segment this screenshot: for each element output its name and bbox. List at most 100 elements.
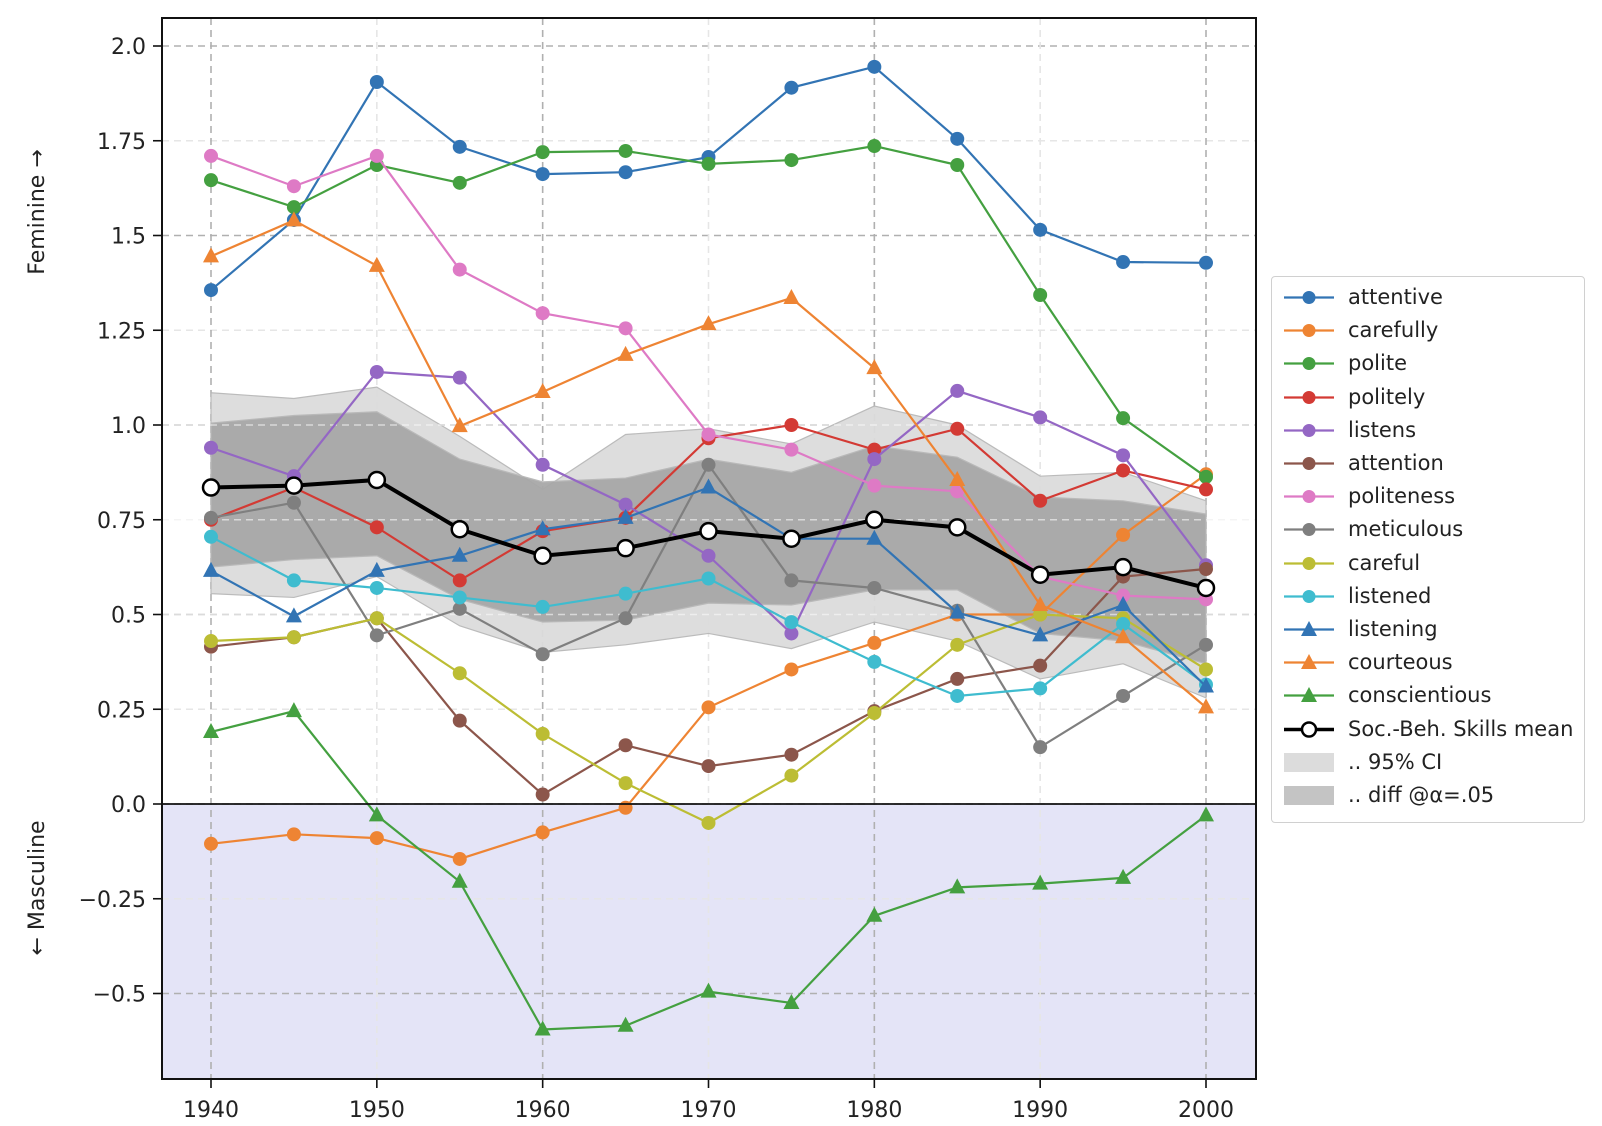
legend-swatch [1284,457,1334,470]
point-politely [950,421,965,436]
y-tick-label: 0.0 [111,793,146,818]
point-listening [203,561,219,577]
y-tick-label: 0.25 [97,698,146,723]
legend-label: conscientious [1348,683,1492,708]
series-listening [203,478,1214,693]
point-careful [286,630,301,645]
ylabel-masculine: ← Masculine [25,820,50,955]
point-mean [533,546,552,566]
y-tick-label: −0.5 [93,983,146,1008]
point-careful [204,634,218,649]
legend-item: careful [1272,547,1584,580]
point-conscientious [1198,806,1214,822]
point-attention [784,747,799,762]
legend-item: attentive [1272,281,1584,314]
legend-marker [1302,490,1316,504]
point-mean [948,518,967,537]
legend-swatch [1284,490,1334,504]
point-attentive [784,80,799,95]
point-careful [618,776,633,791]
x-tick-label: 1960 [515,1098,571,1123]
series-careful [204,607,1213,830]
point-attentive [452,139,467,154]
point-courteous [1032,596,1049,612]
point-meticulous [204,510,218,525]
y-tick-label: 2.0 [111,35,146,60]
legend: attentive carefully polite politely listens a… [1271,276,1585,823]
point-mean [699,521,718,541]
point-attention [452,713,467,728]
point-listened [784,615,799,630]
point-meticulous [1116,688,1131,703]
point-conscientious [285,702,302,718]
legend-marker [1302,423,1316,437]
legend-marker [1302,556,1316,570]
point-meticulous [1033,740,1048,755]
point-careful [867,706,882,721]
point-politely [1033,493,1048,508]
point-polite [784,153,799,168]
point-courteous [700,315,717,331]
point-politeness [950,484,965,499]
point-courteous [203,247,219,263]
point-politely [452,573,467,588]
point-politely [784,418,799,432]
legend-item: listening [1272,613,1584,646]
legend-marker [1301,621,1317,636]
ylabel-feminine: Feminine → [25,149,50,275]
x-tick-label: 2000 [1178,1098,1234,1123]
point-politely [1199,482,1213,497]
point-conscientious [451,872,468,888]
point-courteous [783,289,800,305]
series-polite [204,139,1213,484]
legend-label: carefully [1348,318,1439,343]
point-meticulous [867,580,882,595]
point-courteous [949,470,966,486]
point-conscientious [783,993,800,1009]
point-carefully [867,635,882,650]
point-careful [535,726,550,741]
point-politeness [618,321,633,336]
point-listens [1033,410,1048,425]
point-mean [450,519,469,539]
legend-label: politely [1348,384,1426,409]
point-polite [1116,411,1131,426]
point-politeness [1116,588,1131,603]
point-conscientious [949,878,966,894]
point-listens [1116,448,1131,463]
axes-layer: 2.0 1.75 1.5 1.25 1.0 0.75 0.5 0.25 0.0 −0.25 −0.5… [79,17,1257,1123]
point-conscientious [534,1020,551,1036]
point-listened [950,688,965,703]
point-politeness [204,148,218,163]
point-listening [1032,626,1049,642]
legend-item: conscientious [1272,679,1584,712]
point-listening [368,561,385,577]
point-polite [618,143,633,158]
masculine-region [162,804,1256,1079]
point-attention [1033,658,1048,673]
point-listening [617,508,634,524]
point-listens [369,364,384,379]
point-listens [950,383,965,398]
series-conscientious [203,702,1214,1036]
point-carefully [1116,527,1131,542]
y-tick-label: 1.75 [97,130,146,155]
legend-swatch [1284,687,1334,703]
point-carefully [286,827,301,842]
point-conscientious [1115,868,1132,884]
point-listened [701,571,716,586]
y-tick-label: 1.5 [111,225,146,250]
point-attention [701,759,716,774]
legend-item: attention [1272,447,1584,480]
legend-label: attention [1348,451,1444,475]
point-conscientious [368,806,385,822]
point-courteous [1115,628,1132,644]
legend-swatch [1284,786,1334,805]
point-carefully [701,700,716,715]
point-attentive [204,283,218,298]
legend-label: listens [1348,417,1417,442]
point-conscientious [866,906,883,922]
point-listened [204,529,218,544]
legend-item: carefully [1272,314,1584,347]
